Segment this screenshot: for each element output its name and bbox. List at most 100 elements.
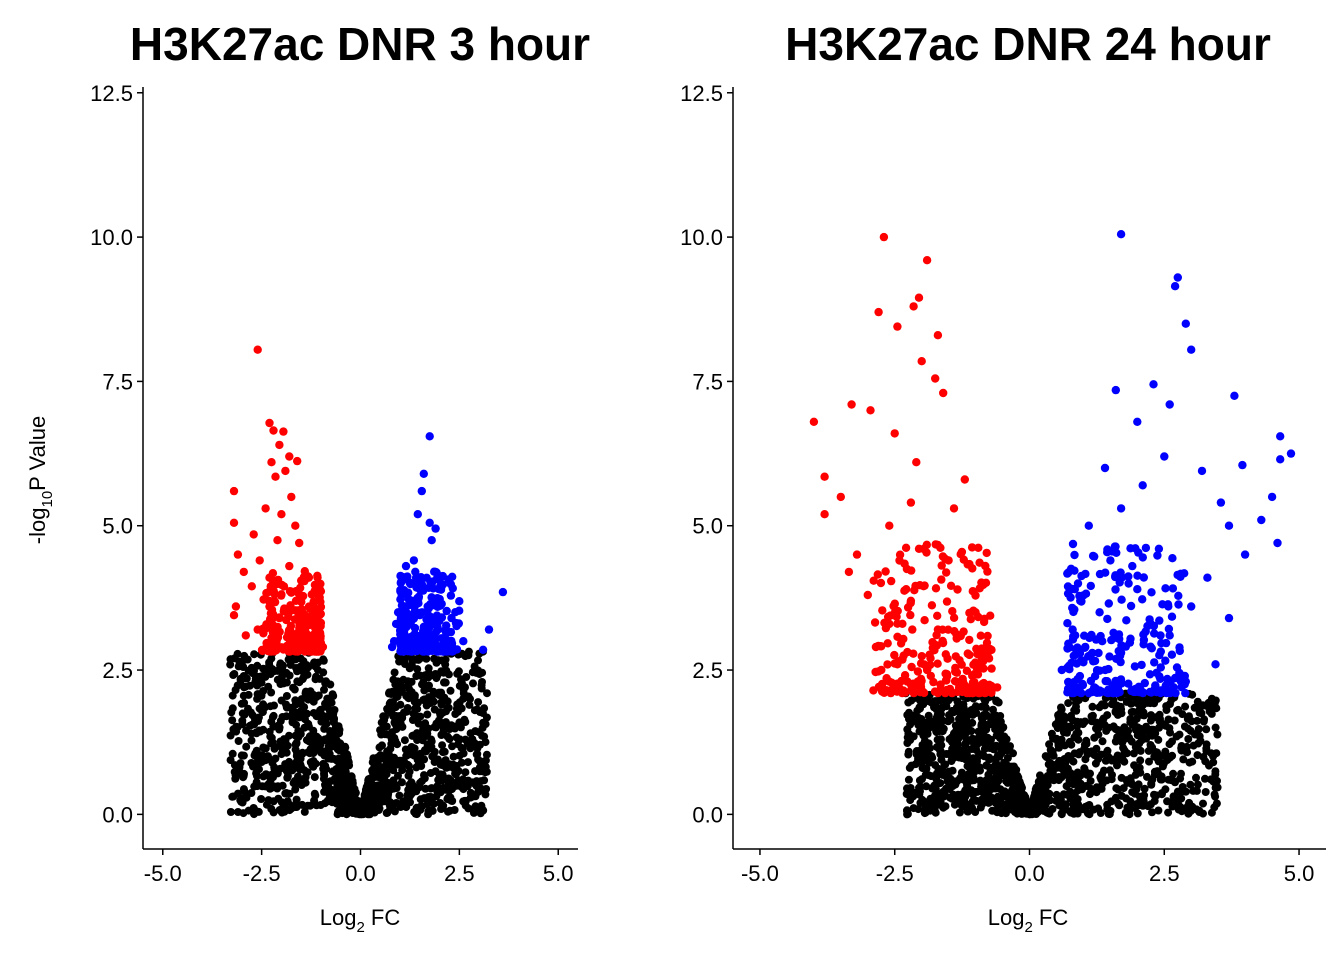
ns-point [939,724,948,733]
down-point [272,646,281,655]
up-point [1086,651,1095,660]
up-point [1104,599,1114,608]
ns-point [253,661,262,670]
ns-point [387,698,396,707]
chart-title: H3K27ac DNR 24 hour [785,18,1271,70]
ns-point [226,808,235,816]
up-point [1173,570,1182,580]
ns-point [1169,769,1178,778]
ns-point [370,808,379,817]
down-series [809,232,1002,698]
up-point [1164,624,1174,634]
ns-point [1090,751,1099,760]
ns-point [233,649,242,658]
ns-point [479,718,488,727]
up-point [1147,644,1157,653]
down-point [900,671,910,680]
up-point [425,432,434,441]
ns-point [276,742,285,751]
ns-point [992,697,1001,706]
ns-point [968,797,977,806]
ns-point [435,688,444,697]
ns-point [1166,776,1175,785]
ns-point [923,745,932,753]
down-point [939,388,948,398]
ns-point [435,716,443,725]
up-point [414,594,423,603]
ns-point [932,728,941,737]
down-point [963,649,972,658]
down-point [907,662,916,672]
up-point [435,594,444,604]
up-point [459,637,468,646]
x-tick-label: -2.5 [876,861,914,886]
ns-point [1207,709,1216,718]
up-point [417,580,427,589]
ns-point [410,691,419,700]
ns-point [449,760,458,769]
up-point [447,636,456,646]
up-point [1063,589,1073,598]
down-point [312,614,321,624]
down-point [879,232,889,242]
ns-point [1162,706,1171,714]
ns-point [1166,728,1174,737]
ns-point [466,729,475,738]
ns-point [423,740,432,749]
ns-point [993,761,1001,770]
ns-point [376,751,385,760]
up-point [1238,460,1247,470]
up-point [1139,573,1149,582]
down-point [229,518,239,527]
down-point [288,587,297,596]
ns-point [1129,749,1138,758]
down-point [272,637,281,647]
ns-point [282,789,291,797]
ns-point [1045,740,1054,749]
ns-point [320,685,328,694]
ns-point [234,789,242,798]
down-point [958,674,967,684]
down-point [875,642,885,651]
ns-point [310,658,319,667]
up-point [1077,597,1086,606]
down-point [881,623,891,633]
up-point [1064,568,1073,577]
ns-point [1010,765,1019,774]
ns-point [429,752,438,761]
up-point [1105,687,1114,697]
ns-point [1048,747,1057,756]
down-point [952,634,961,643]
ns-point [455,698,464,707]
ns-point [424,673,433,682]
down-point [881,567,890,576]
up-point [1137,660,1146,670]
ns-point [1065,713,1074,722]
down-point [930,640,939,649]
ns-point [1054,741,1063,750]
up-point [447,646,456,656]
up-point [452,621,461,631]
ns-point [1111,793,1120,802]
ns-point [321,699,329,708]
up-point [417,608,427,617]
ns-point [312,801,321,810]
up-point [387,642,397,652]
ns-point [314,691,323,700]
down-point [887,678,896,687]
down-point [974,659,983,668]
ns-point [414,655,423,664]
ns-point [244,704,252,713]
up-point [1107,635,1116,645]
ns-point [909,804,918,813]
down-point [302,643,311,652]
ns-point [1062,782,1071,791]
ns-point [997,744,1005,753]
ns-point [343,779,352,788]
ns-point [230,768,239,776]
up-point [1121,642,1131,651]
down-point [906,610,915,620]
up-point [1069,632,1078,641]
ns-point [1155,723,1163,732]
up-point [431,524,440,533]
